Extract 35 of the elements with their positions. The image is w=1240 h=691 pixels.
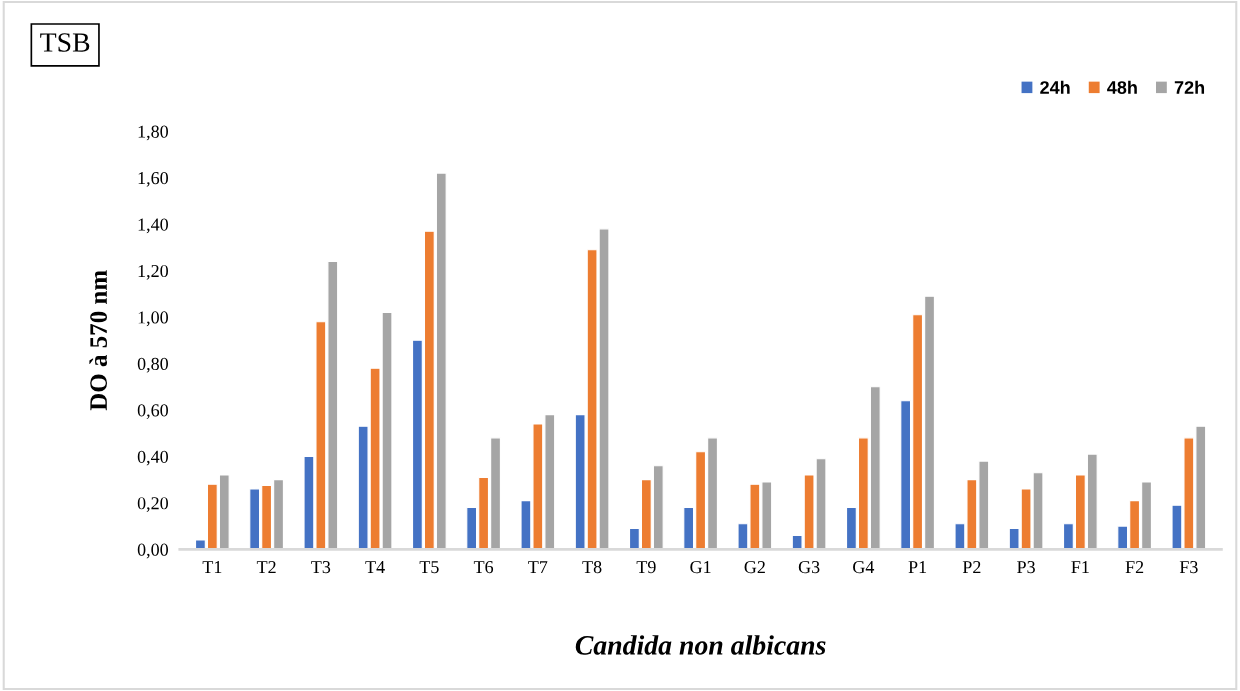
x-tick-label: G2: [744, 561, 765, 574]
x-tick-label: F1: [1071, 561, 1089, 573]
legend-label: 48h: [1107, 80, 1137, 94]
x-tick-label: F3: [1179, 561, 1198, 574]
legend-label: 72h: [1174, 80, 1205, 94]
y-tick-label: 1,00: [138, 311, 168, 327]
y-tick-label: 0,60: [137, 404, 168, 420]
x-axis-title: Candida non albicans: [575, 635, 826, 655]
y-tick-label: 1,60: [138, 172, 168, 187]
x-tick-label: G4: [853, 561, 875, 574]
x-tick-label: T5: [419, 561, 439, 574]
x-tick-label: T1: [202, 561, 222, 573]
x-tick-label: T2: [256, 561, 276, 573]
x-tick-label: T9: [636, 561, 656, 574]
y-tick-label: 0,20: [137, 497, 168, 512]
x-tick-label: P2: [962, 561, 981, 573]
x-tick-label: T7: [528, 561, 548, 573]
chart-title: TSB: [40, 33, 90, 52]
legend-label: 24h: [1040, 80, 1070, 94]
x-tick-label: P1: [908, 561, 927, 573]
x-tick-label: G3: [798, 561, 820, 574]
y-tick-label: 0,80: [137, 357, 168, 373]
y-tick-label: 0,00: [137, 543, 168, 559]
x-tick-label: T8: [582, 560, 602, 574]
x-tick-label: P3: [1017, 561, 1035, 574]
x-tick-label: T6: [473, 561, 494, 574]
x-tick-label: F2: [1125, 561, 1144, 573]
y-tick-label: 1,40: [138, 218, 168, 234]
y-tick-label: 1,80: [138, 125, 168, 141]
y-axis-title: DO à 570 nm: [89, 270, 108, 411]
y-tick-label: 1,20: [138, 264, 168, 280]
y-tick-label: 0,40: [137, 450, 168, 466]
x-tick-label: G1: [690, 561, 711, 574]
x-tick-label: T3: [311, 561, 331, 574]
x-tick-label: T4: [365, 561, 385, 573]
